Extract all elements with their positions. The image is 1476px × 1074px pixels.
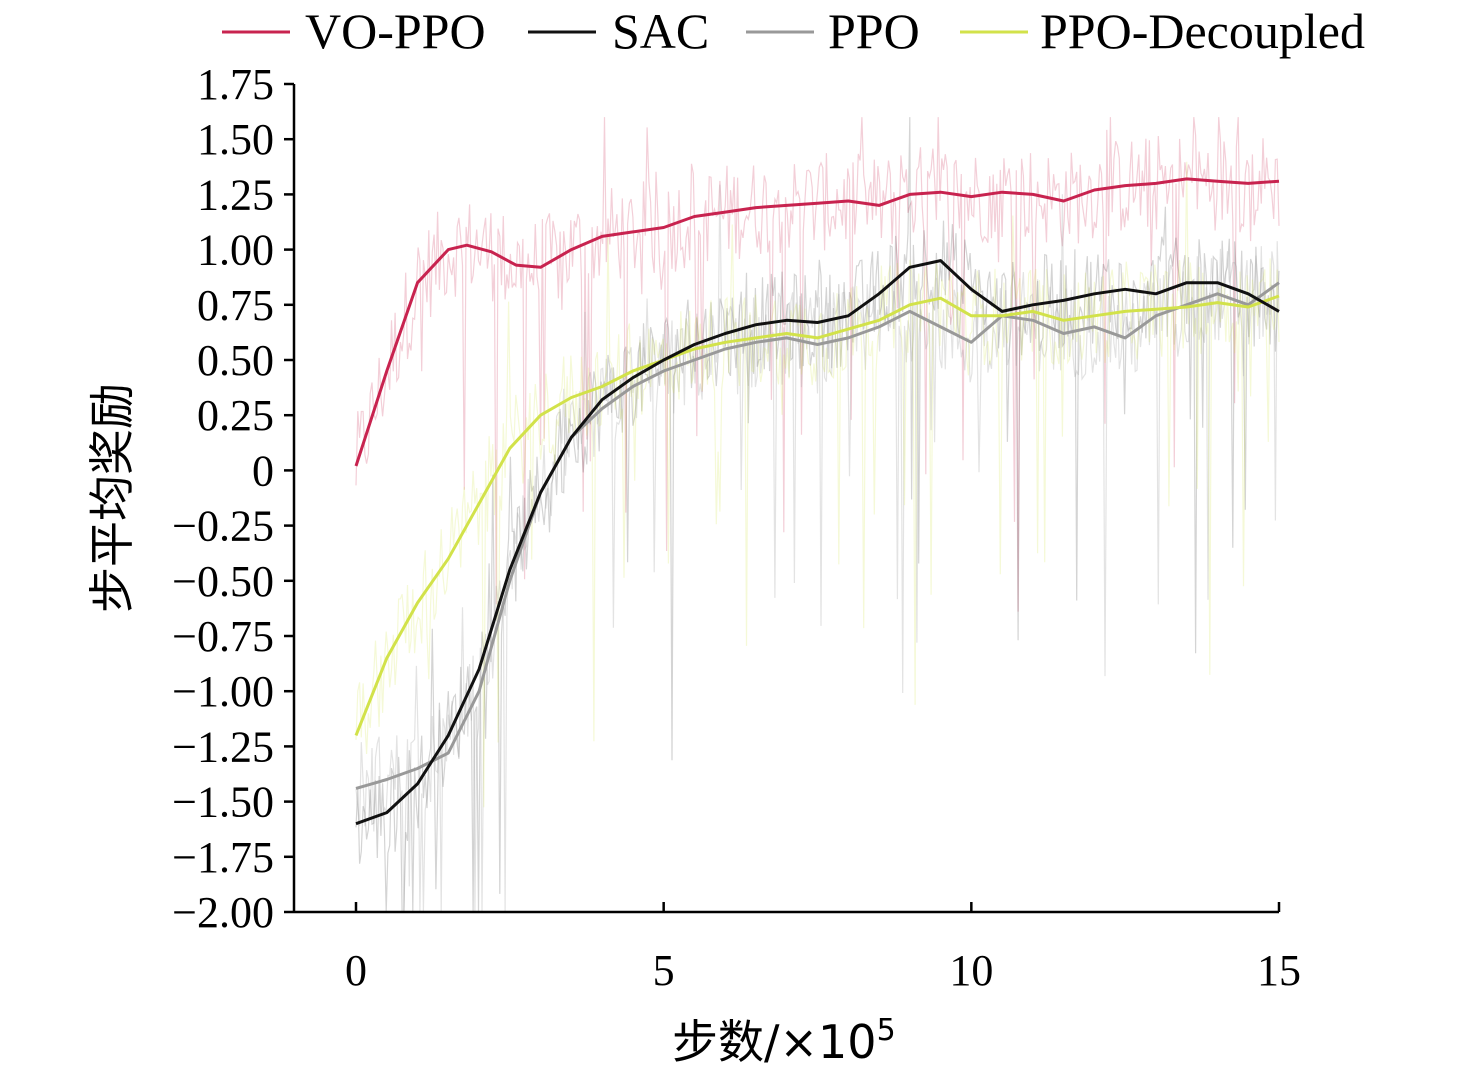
x-axis-title-main: 步数/×10 (672, 1015, 877, 1069)
axes (292, 84, 1279, 914)
y-tick-label: 0.75 (197, 281, 274, 330)
x-tick-label: 10 (949, 946, 993, 995)
y-tick-label: −1.50 (172, 778, 274, 827)
legend-label-vo-ppo: VO-PPO (305, 3, 486, 59)
series-line-ppo (355, 281, 1280, 790)
raw-trace-ppo (355, 184, 1280, 913)
y-tick-label: −1.25 (172, 722, 274, 771)
y-tick-label: 0.25 (197, 391, 274, 440)
legend-label-sac: SAC (612, 3, 709, 59)
series-line-ppo-decoupled (354, 294, 1280, 736)
y-tick-label: 0.50 (197, 336, 274, 385)
y-tick-label: −1.75 (172, 833, 274, 882)
x-axis-title-superscript: 5 (877, 1013, 896, 1048)
raw-reward-noise (355, 117, 1280, 913)
y-tick-label: 1.00 (197, 226, 274, 275)
x-ticks: 0 5 10 15 (345, 902, 1301, 995)
y-tick-label: 1.25 (197, 170, 274, 219)
legend: VO-PPO SAC PPO PPO-Decoupled (222, 3, 1365, 59)
y-tick-label: 1.75 (197, 60, 274, 109)
y-tick-label: −1.00 (172, 667, 274, 716)
y-tick-label: −0.75 (172, 612, 274, 661)
series-lines (354, 177, 1280, 826)
y-tick-label: 0 (252, 446, 274, 495)
x-tick-label: 5 (653, 946, 675, 995)
raw-trace-sac (355, 117, 1280, 913)
y-ticks: −2.00 −1.75 −1.50 −1.25 −1.00 −0.75 −0.50 −0.25… (172, 60, 294, 937)
raw-trace-vo-ppo (355, 117, 1280, 612)
y-tick-label: −0.25 (172, 502, 274, 551)
x-axis-title: 步数/×105 (672, 1013, 896, 1069)
y-axis-title: 步平均奖励 (85, 383, 139, 613)
legend-label-ppo: PPO (828, 3, 920, 59)
series-line-vo-ppo (354, 177, 1280, 467)
y-tick-label: −2.00 (172, 888, 274, 937)
x-tick-label: 0 (345, 946, 367, 995)
y-tick-label: −0.50 (172, 557, 274, 606)
raw-trace-ppo-decoupled (355, 161, 1280, 808)
y-tick-label: 1.50 (197, 115, 274, 164)
x-tick-label: 15 (1257, 946, 1301, 995)
legend-label-ppo-decoupled: PPO-Decoupled (1040, 3, 1365, 59)
series-line-sac (355, 259, 1280, 826)
